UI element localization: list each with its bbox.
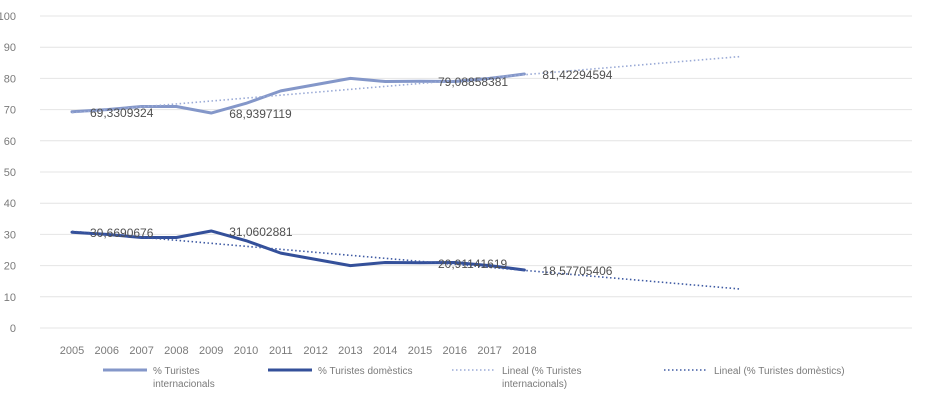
y-tick-label: 80	[4, 73, 16, 85]
x-tick-label: 2008	[164, 345, 188, 357]
x-tick-label: 2007	[129, 345, 153, 357]
x-axis: 2005 2006 2007 2008 2009 2010 2011 2012 2013 2014…	[60, 345, 537, 357]
x-tick-label: 2016	[443, 345, 467, 357]
y-tick-label: 20	[4, 261, 16, 273]
series-lines	[70, 55, 741, 290]
legend-item-2: Lineal (% Turistes internacionals)	[452, 366, 581, 390]
data-label: 31,0602881	[229, 225, 293, 239]
y-tick-label: 60	[4, 136, 16, 148]
x-tick-label: 2006	[95, 345, 119, 357]
data-label: 68,9397119	[229, 107, 292, 121]
x-tick-label: 2010	[234, 345, 258, 357]
x-tick-label: 2018	[512, 345, 536, 357]
y-tick-label: 100	[0, 11, 16, 23]
trendline-2	[71, 55, 741, 114]
legend-item-3: Lineal (% Turistes domèstics)	[664, 366, 845, 377]
legend: % Turistes internacionals % Turistes domès…	[103, 366, 845, 390]
series-line-0	[70, 72, 526, 115]
x-tick-label: 2005	[60, 345, 84, 357]
data-label: 81,42294594	[542, 68, 612, 82]
x-tick-label: 2009	[199, 345, 223, 357]
x-tick-label: 2017	[477, 345, 501, 357]
x-tick-label: 2014	[373, 345, 397, 357]
y-tick-label: 10	[4, 292, 16, 304]
x-tick-label: 2015	[408, 345, 432, 357]
y-tick-label: 70	[4, 105, 16, 117]
gridlines	[40, 15, 912, 329]
legend-label: % Turistes	[153, 366, 200, 377]
y-tick-label: 0	[10, 323, 16, 335]
data-label: 18,57705406	[542, 264, 612, 278]
legend-label: % Turistes domèstics	[318, 366, 412, 377]
data-label: 20,91141619	[438, 257, 508, 271]
data-labels: 69,3309324 68,9397119 79,08858381 81,422945…	[90, 68, 613, 278]
y-tick-label: 40	[4, 198, 16, 210]
legend-label: internacionals)	[502, 379, 567, 390]
legend-item-0: % Turistes internacionals	[103, 366, 215, 390]
y-tick-label: 30	[4, 229, 16, 241]
x-tick-label: 2011	[269, 345, 293, 357]
y-tick-label: 50	[4, 167, 16, 179]
x-tick-label: 2013	[338, 345, 362, 357]
data-label: 69,3309324	[90, 106, 154, 120]
legend-label: internacionals	[153, 379, 215, 390]
legend-label: Lineal (% Turistes domèstics)	[714, 366, 845, 377]
data-label: 30,6690676	[90, 226, 154, 240]
data-label: 79,08858381	[438, 75, 508, 89]
x-tick-label: 2012	[303, 345, 327, 357]
y-axis: 0 10 20 30 40 50 60 70 80 90 100	[0, 11, 16, 335]
legend-item-1: % Turistes domèstics	[268, 366, 412, 377]
y-tick-label: 90	[4, 42, 16, 54]
legend-label: Lineal (% Turistes	[502, 366, 581, 377]
series-line-1	[70, 229, 526, 272]
trendline-3	[71, 230, 741, 290]
